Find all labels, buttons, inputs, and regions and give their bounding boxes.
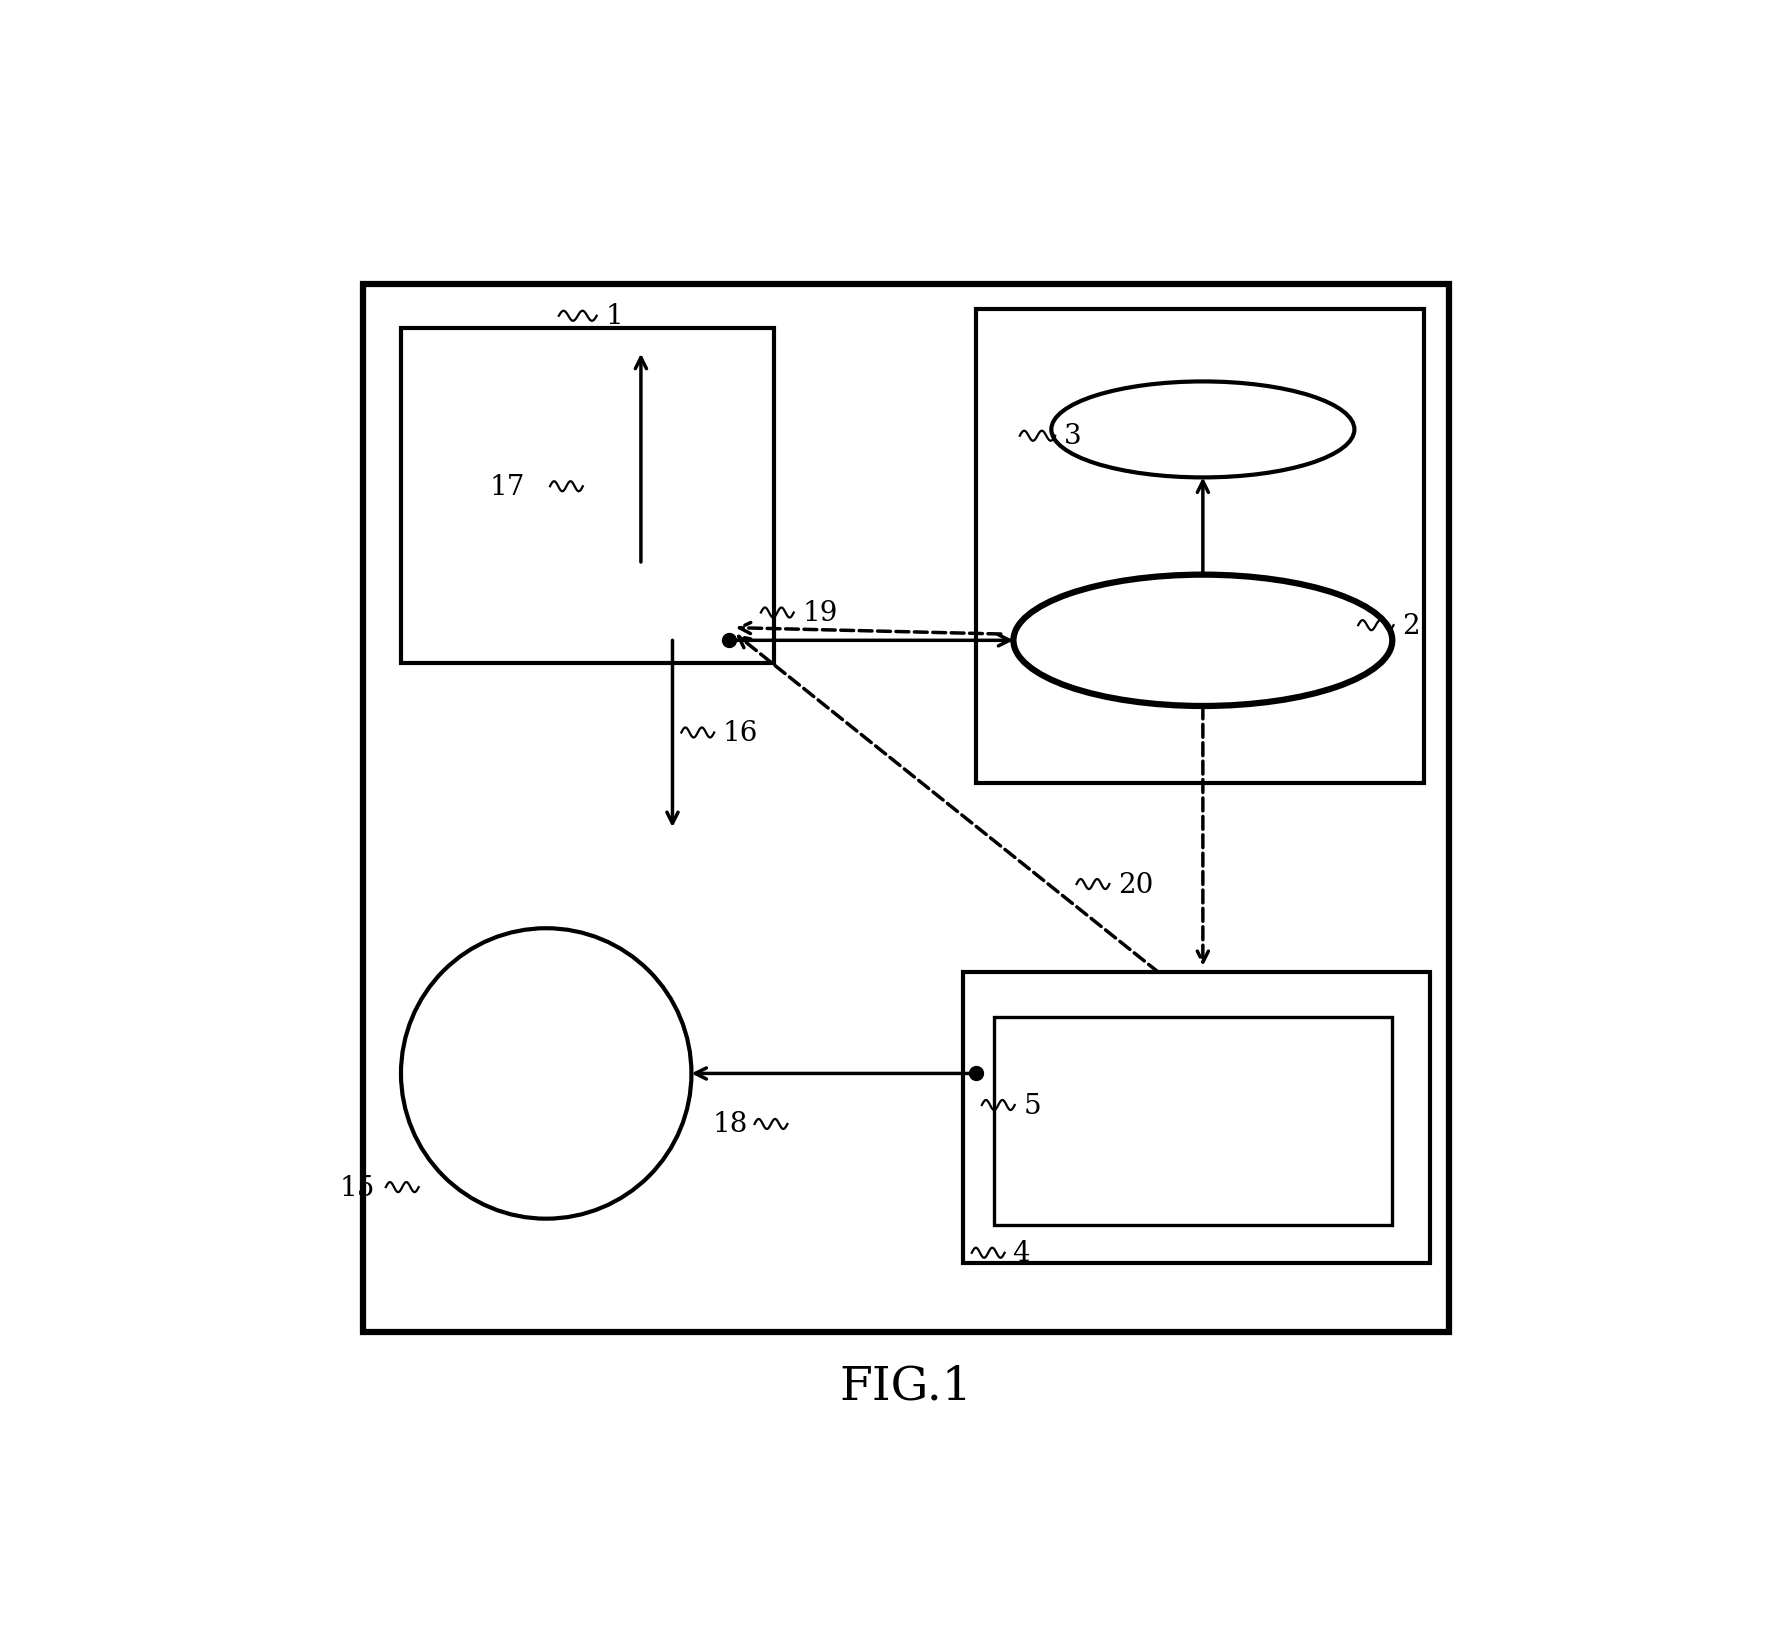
Bar — [994, 1016, 1391, 1226]
Ellipse shape — [1052, 382, 1354, 479]
Text: 2: 2 — [1402, 613, 1420, 639]
Circle shape — [401, 929, 691, 1219]
Text: 4: 4 — [1011, 1239, 1029, 1267]
Text: 15: 15 — [339, 1174, 375, 1201]
Text: 18: 18 — [713, 1111, 748, 1137]
Text: 19: 19 — [803, 600, 838, 626]
Ellipse shape — [1013, 575, 1391, 706]
Text: 5: 5 — [1024, 1092, 1041, 1119]
Text: 17: 17 — [490, 474, 525, 500]
Text: FIG.1: FIG.1 — [840, 1364, 972, 1408]
Text: 16: 16 — [723, 720, 758, 746]
Text: 20: 20 — [1117, 870, 1155, 898]
Bar — [976, 310, 1423, 783]
Bar — [401, 329, 774, 664]
Text: 1: 1 — [606, 303, 624, 329]
Text: 3: 3 — [1064, 423, 1082, 451]
Bar — [362, 285, 1450, 1333]
Bar — [964, 974, 1430, 1264]
